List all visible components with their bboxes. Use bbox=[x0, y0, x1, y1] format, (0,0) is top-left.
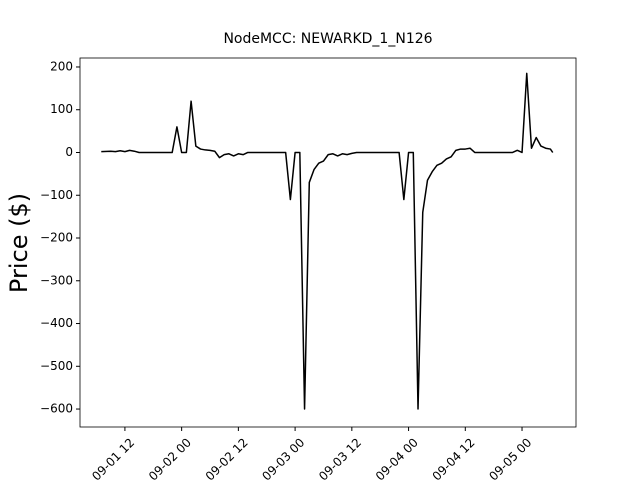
price-line bbox=[101, 72, 554, 410]
x-tick-label: 09-05 00 bbox=[486, 435, 534, 480]
y-tick-label: 100 bbox=[50, 102, 73, 116]
x-tick-label: 09-01 12 bbox=[89, 435, 137, 480]
x-tick-label: 09-02 00 bbox=[146, 435, 194, 480]
y-tick-label: −500 bbox=[40, 359, 73, 373]
y-tick-label: −400 bbox=[40, 316, 73, 330]
x-tick-label: 09-04 00 bbox=[373, 435, 421, 480]
y-tick-label: 200 bbox=[50, 59, 73, 73]
y-tick-label: −600 bbox=[40, 402, 73, 416]
axes-frame bbox=[79, 57, 577, 428]
x-tick-label: 09-02 12 bbox=[203, 435, 251, 480]
chart-title: NodeMCC: NEWARKD_1_N126 bbox=[223, 31, 432, 47]
y-tick-label: −100 bbox=[40, 188, 73, 202]
x-tick-label: 09-03 12 bbox=[316, 435, 364, 480]
x-tick-label: 09-04 12 bbox=[430, 435, 478, 480]
y-tick-label: 0 bbox=[65, 145, 73, 159]
y-tick-label: −300 bbox=[40, 273, 73, 287]
y-axis-label: Price ($) bbox=[5, 193, 33, 293]
x-tick-label: 09-03 00 bbox=[259, 435, 307, 480]
y-tick-label: −200 bbox=[40, 231, 73, 245]
